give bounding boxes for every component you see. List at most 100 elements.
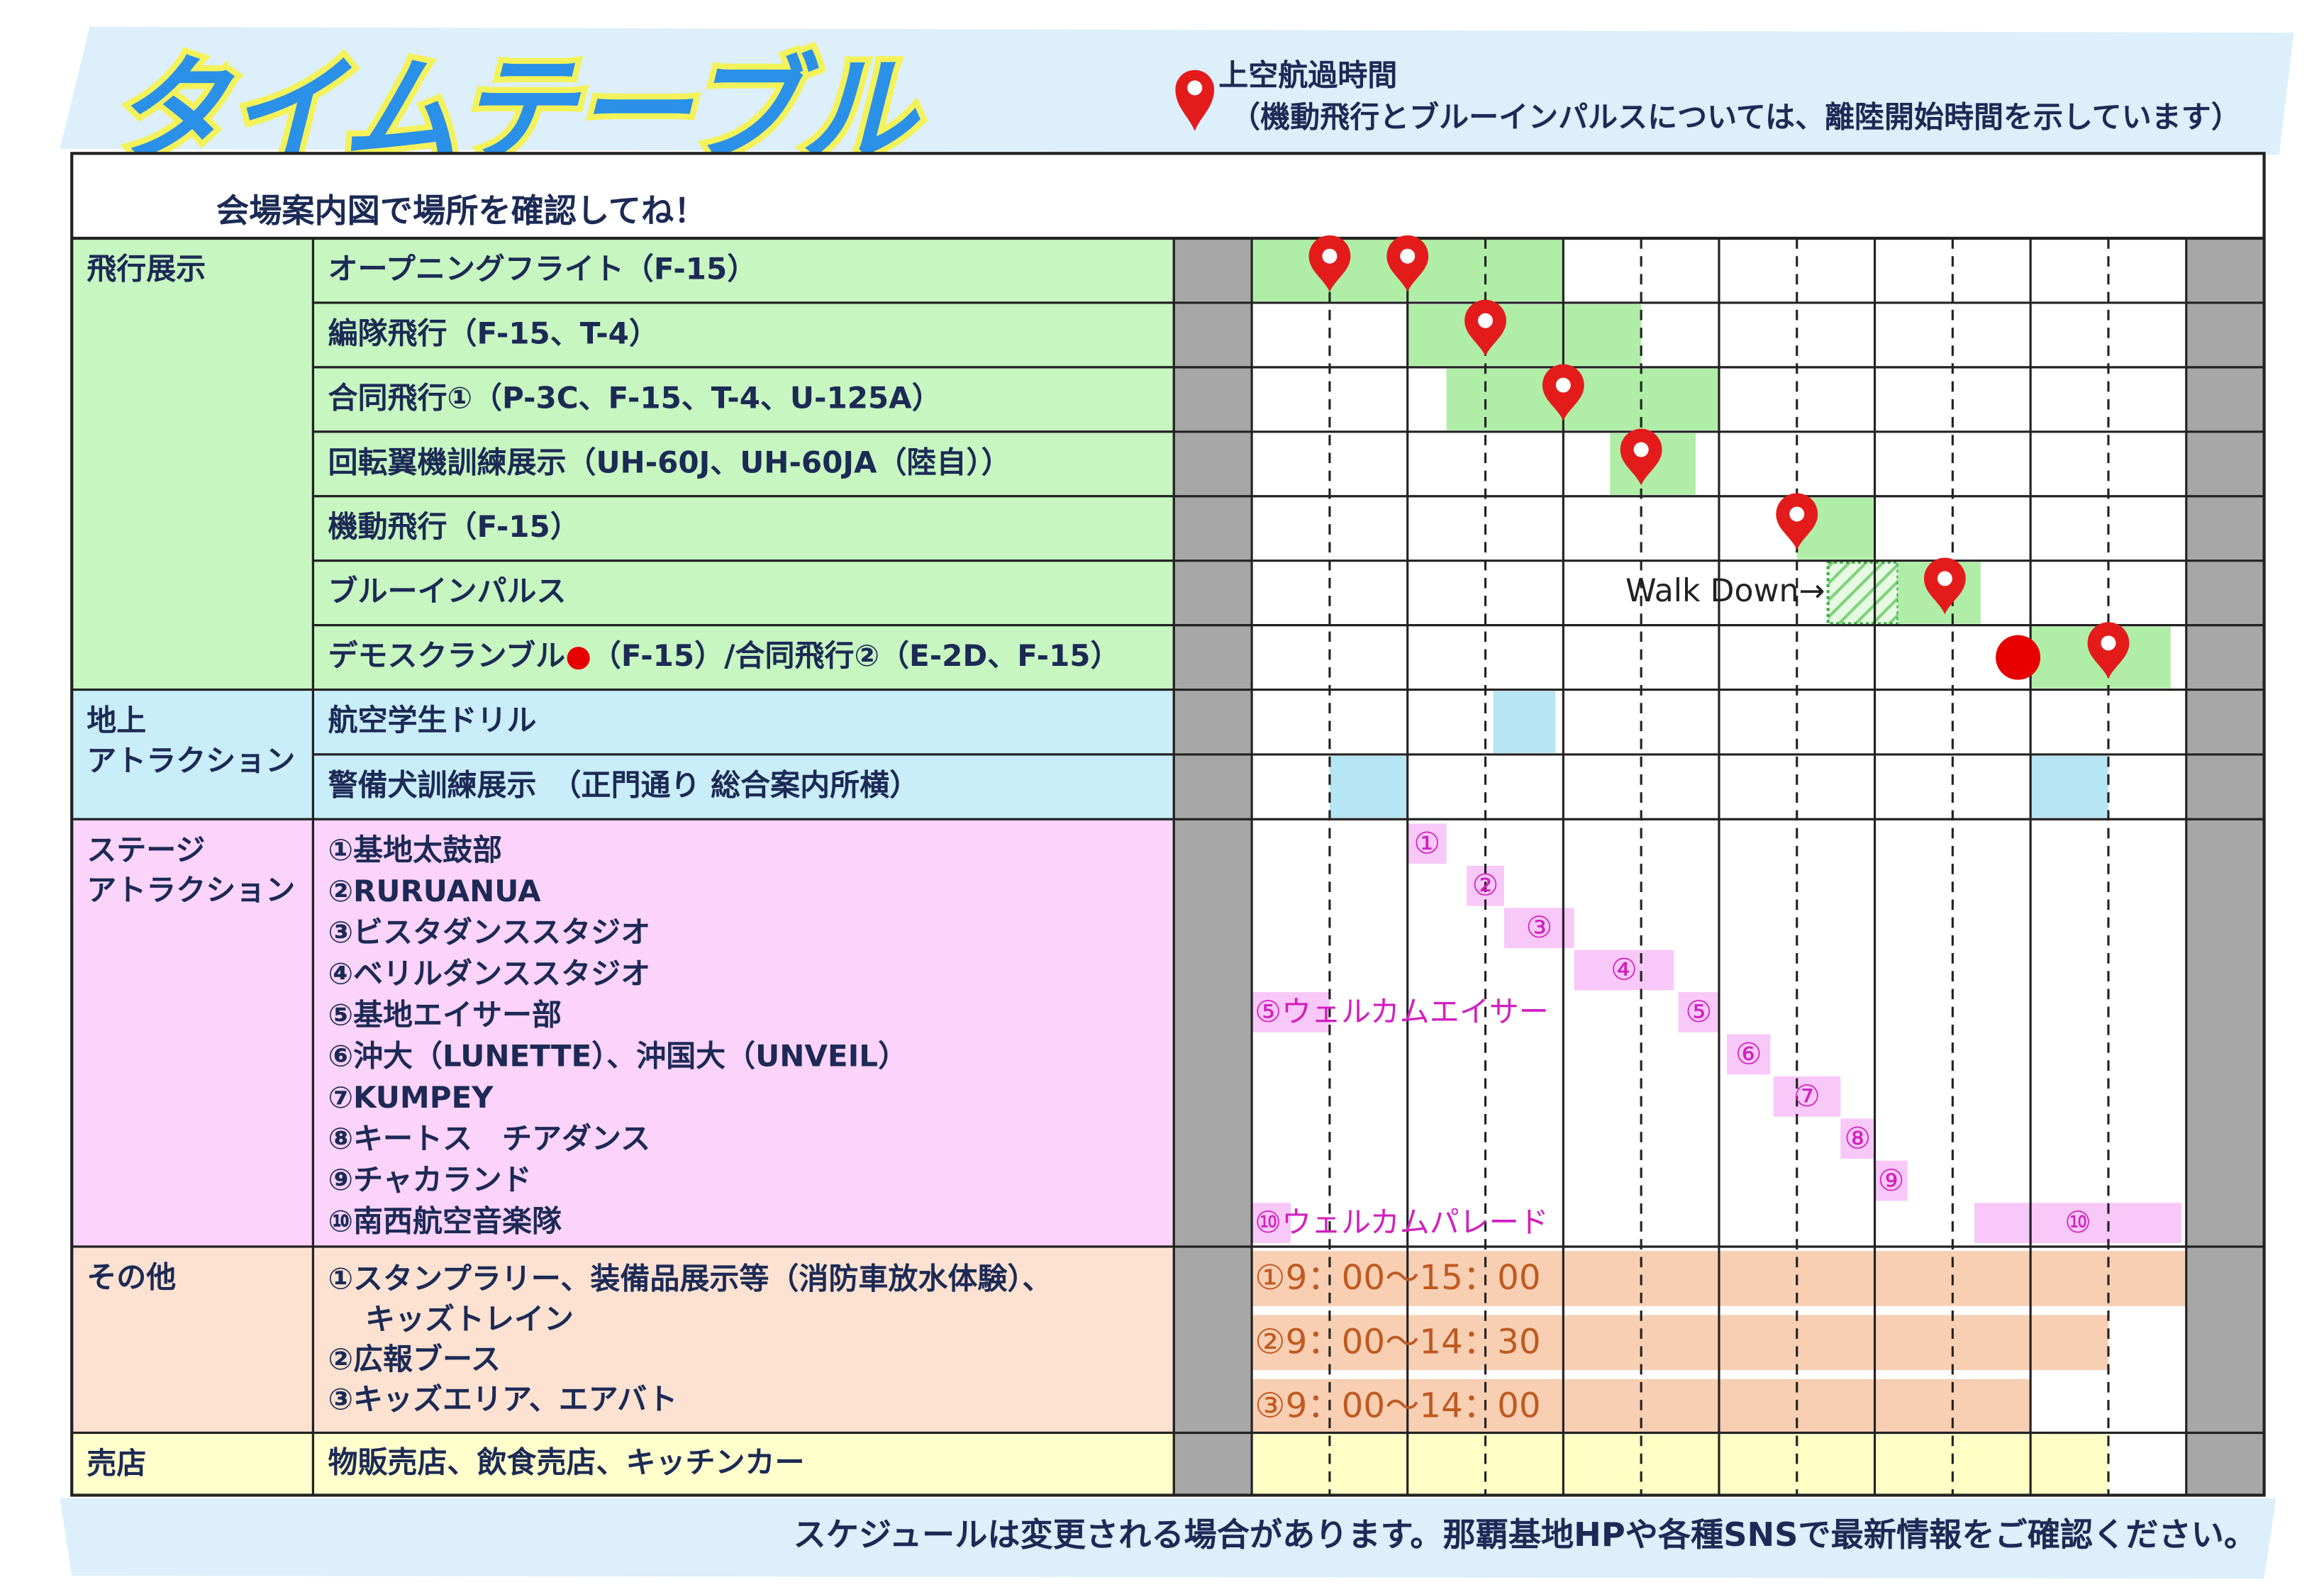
section-cell bbox=[70, 818, 315, 1248]
label-cell bbox=[311, 1245, 1175, 1435]
label-cell bbox=[311, 688, 1175, 756]
label-cell bbox=[311, 753, 1175, 820]
bar bbox=[1329, 756, 1408, 818]
pin-hole bbox=[2101, 635, 2116, 651]
bar-text: ⑧ bbox=[1845, 1120, 1872, 1155]
legend-title: 上空航過時間 bbox=[1218, 58, 1397, 93]
bar bbox=[1252, 1434, 2108, 1494]
pin-hole bbox=[1478, 313, 1494, 328]
item-label: ①スタンプラリー、装備品展示等（消防車放水体験）、 bbox=[328, 1262, 1052, 1296]
row-label: 機動飛行（F-15） bbox=[328, 509, 579, 544]
bar bbox=[1252, 1315, 2108, 1371]
bar bbox=[1773, 1076, 1841, 1117]
row-label: 合同飛行①（P-3C、F-15、T-4、U-125A） bbox=[328, 380, 941, 415]
item-label: ⑩南西航空音楽隊 bbox=[328, 1203, 562, 1238]
legend-pin bbox=[1175, 69, 1215, 131]
section-cell bbox=[70, 1245, 315, 1435]
item-label: ④ベリルダンススタジオ bbox=[328, 956, 650, 991]
bar-text: ⑤ウェルカムエイサー bbox=[1255, 994, 1548, 1029]
item-label: ①基地太鼓部 bbox=[328, 833, 502, 867]
bar-text: ④ bbox=[1611, 952, 1638, 987]
section-cell bbox=[70, 237, 315, 691]
pin bbox=[1308, 235, 1351, 292]
annotation: Walk Down→ bbox=[1625, 573, 1825, 609]
label-part: 航空学生ドリル bbox=[328, 703, 536, 737]
bar-text: ③ bbox=[1525, 910, 1552, 945]
legend-note: （機動飛行とブルーインパルスについては、離陸開始時間を示しています） bbox=[1230, 100, 2241, 135]
bar bbox=[1874, 1160, 1908, 1201]
footer-band bbox=[60, 1498, 2276, 1579]
label-cell bbox=[311, 818, 1175, 1248]
bar-text: ①9：00～15：00 bbox=[1255, 1258, 1540, 1298]
section-name: 地上 bbox=[87, 703, 146, 737]
label-part: 合同飛行①（P-3C、F-15、T-4、U-125A） bbox=[328, 380, 941, 415]
row-label: オープニングフライト（F-15） bbox=[328, 251, 757, 286]
row-label: ブルーインパルス bbox=[328, 574, 566, 608]
label-cell bbox=[311, 624, 1175, 691]
bar-text: ⑥ bbox=[1735, 1036, 1762, 1071]
item-label: ⑧キートス チアダンス bbox=[328, 1121, 650, 1156]
item-label: ③キッズエリア、エアバト bbox=[328, 1382, 677, 1417]
bar-text: ⑤ bbox=[1686, 994, 1713, 1029]
item-label: ②広報ブース bbox=[328, 1342, 500, 1376]
legend-pin-hole bbox=[1187, 80, 1203, 96]
bar bbox=[1252, 1203, 1291, 1243]
row-label: 警備犬訓練展示 （正門通り 総合案内所横） bbox=[328, 767, 919, 802]
section-name: ステージ bbox=[87, 833, 205, 867]
item-label: ⑨チャカランド bbox=[328, 1162, 531, 1197]
label-part: 編隊飛行（F-15、T-4） bbox=[328, 316, 658, 350]
item-label: ③ビスタダンススタジオ bbox=[328, 915, 650, 950]
row-label: 航空学生ドリル bbox=[328, 703, 536, 737]
label-part: （F-15）/合同飛行②（E-2D、F-15） bbox=[591, 638, 1121, 673]
bar-text: ② bbox=[1472, 868, 1499, 903]
label-part: 警備犬訓練展示 （正門通り 総合案内所横） bbox=[328, 767, 919, 802]
section-name: アトラクション bbox=[87, 873, 295, 908]
item-label: キッズトレイン bbox=[365, 1301, 574, 1336]
label-cell bbox=[311, 495, 1175, 562]
pin bbox=[1620, 428, 1662, 486]
bar-text: ⑦ bbox=[1794, 1079, 1820, 1113]
item-label: ⑤基地エイサー部 bbox=[328, 997, 562, 1032]
section-name: 飛行展示 bbox=[87, 252, 206, 286]
item-label: ⑦KUMPEY bbox=[328, 1080, 494, 1115]
pin-hole bbox=[1633, 442, 1649, 457]
section-name: その他 bbox=[87, 1260, 176, 1295]
bar bbox=[1826, 560, 1900, 625]
label-part: ブルーインパルス bbox=[328, 574, 566, 608]
start-dot bbox=[1996, 635, 2041, 680]
section-name: アトラクション bbox=[87, 743, 295, 778]
table-border bbox=[70, 152, 2266, 1497]
label-cell bbox=[311, 301, 1175, 369]
bar bbox=[1678, 992, 1719, 1032]
pin bbox=[1464, 299, 1506, 357]
pin-hole bbox=[1555, 377, 1571, 393]
bar-text: ⑩ bbox=[2064, 1205, 2091, 1240]
label-part: 機動飛行（F-15） bbox=[328, 509, 579, 544]
bar bbox=[1493, 691, 1556, 753]
bar bbox=[1840, 1118, 1875, 1159]
bar bbox=[1252, 992, 1330, 1032]
pin-hole bbox=[1789, 506, 1805, 522]
pin-hole bbox=[1322, 248, 1338, 264]
bar bbox=[1407, 823, 1447, 864]
gray-column bbox=[2186, 238, 2264, 1496]
row-label: 物販売店、飲食売店、キッチンカー bbox=[328, 1445, 804, 1479]
gray-column bbox=[1174, 238, 1252, 1496]
row-label: デモスクランブル●（F-15）/合同飛行②（E-2D、F-15） bbox=[328, 638, 1120, 673]
bar-text: ① bbox=[1413, 825, 1440, 860]
label-cell bbox=[311, 560, 1175, 627]
section-name: 売店 bbox=[87, 1446, 146, 1481]
label-part: オープニングフライト（F-15） bbox=[328, 251, 757, 286]
label-cell bbox=[311, 366, 1175, 433]
label-part: ● bbox=[565, 638, 591, 673]
label-part: 回転翼機訓練展示（UH-60J、UH-60JA（陸自）） bbox=[328, 445, 1011, 479]
footer: スケジュールは変更される場合があります。那覇基地HPや各種SNSで最新情報をご確… bbox=[794, 1515, 2257, 1554]
bar bbox=[1974, 1203, 2182, 1243]
section-cell bbox=[70, 688, 315, 820]
row-label: 編隊飛行（F-15、T-4） bbox=[328, 316, 658, 350]
bar bbox=[1726, 1034, 1771, 1075]
bar-text: ③9：00～14：00 bbox=[1255, 1386, 1540, 1426]
item-label: ②RURUANUA bbox=[328, 874, 541, 908]
